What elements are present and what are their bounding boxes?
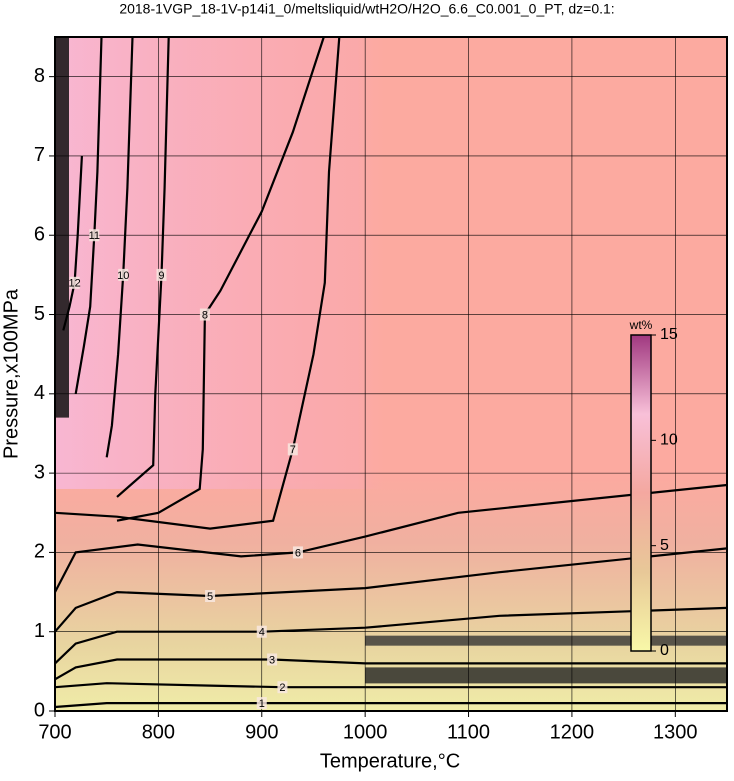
- contour-label-bg: [156, 268, 167, 281]
- contour-label: 12: [69, 278, 81, 290]
- y-tick-label: 0: [34, 699, 45, 721]
- contour-line: [74, 36, 103, 394]
- x-tick-label: 1300: [653, 721, 698, 743]
- contour-label-bg: [292, 546, 303, 559]
- x-tick-label: 800: [142, 721, 175, 743]
- contour-label-bg: [277, 681, 288, 694]
- y-tick-label: 1: [34, 620, 45, 642]
- contour-label: 1: [259, 698, 265, 710]
- contour-label: 9: [158, 270, 164, 282]
- contour-label: 11: [89, 230, 100, 242]
- contour-line: [54, 483, 728, 593]
- contour-label: 7: [290, 444, 296, 456]
- contour-label-bg: [256, 697, 267, 710]
- chart-title: 2018-1VGP_18-1V-p14i1_0/meltsliquid/wtH2…: [119, 1, 614, 17]
- contour-line: [116, 36, 170, 498]
- contour-line: [54, 658, 727, 681]
- plot-background-left: [55, 37, 727, 489]
- contour-label-bg: [69, 276, 80, 289]
- x-tick-label: 700: [38, 721, 71, 743]
- y-tick-label: 6: [34, 224, 45, 246]
- dark-band: [365, 635, 727, 646]
- dark-region: [55, 37, 69, 418]
- colorbar-label: wt%: [629, 318, 653, 332]
- y-tick-label: 5: [34, 303, 45, 325]
- y-tick-label: 4: [34, 382, 45, 404]
- x-tick-label: 1200: [550, 721, 595, 743]
- contour-label-bg: [267, 653, 278, 666]
- contour-label-bg: [256, 625, 267, 638]
- contour-label: 10: [117, 270, 129, 282]
- y-tick-label: 8: [34, 65, 45, 87]
- contour-label: 3: [269, 654, 275, 666]
- y-tick-label: 7: [34, 144, 45, 166]
- colorbar-tick-label: 10: [660, 432, 678, 449]
- contour-label-bg: [205, 590, 216, 603]
- contour-line: [105, 36, 134, 458]
- colorbar-tick-label: 0: [660, 642, 669, 659]
- contour-label: 4: [259, 627, 265, 639]
- colorbar-tick-label: 5: [660, 537, 669, 554]
- y-axis-label: Pressure,x100MPa: [0, 288, 22, 459]
- y-tick-label: 3: [34, 461, 45, 483]
- x-tick-label: 1000: [343, 721, 388, 743]
- x-tick-label: 900: [245, 721, 278, 743]
- contour-label-bg: [89, 229, 100, 242]
- contour-label: 8: [202, 309, 208, 321]
- colorbar: [630, 334, 652, 652]
- contour-label-bg: [287, 443, 298, 456]
- colorbar-tick-label: 15: [660, 326, 678, 343]
- contour-label-bg: [199, 308, 210, 321]
- contour-label: 5: [207, 591, 213, 603]
- plot-frame: [54, 36, 728, 712]
- contour-line: [54, 682, 727, 689]
- x-tick-label: 1100: [447, 721, 490, 743]
- contour-label: 6: [295, 547, 301, 559]
- contour-label-bg: [118, 268, 129, 281]
- contour-label: 2: [279, 682, 285, 694]
- x-axis-label: Temperature,°C: [320, 750, 460, 772]
- dark-band: [365, 667, 727, 684]
- y-tick-label: 2: [34, 541, 45, 563]
